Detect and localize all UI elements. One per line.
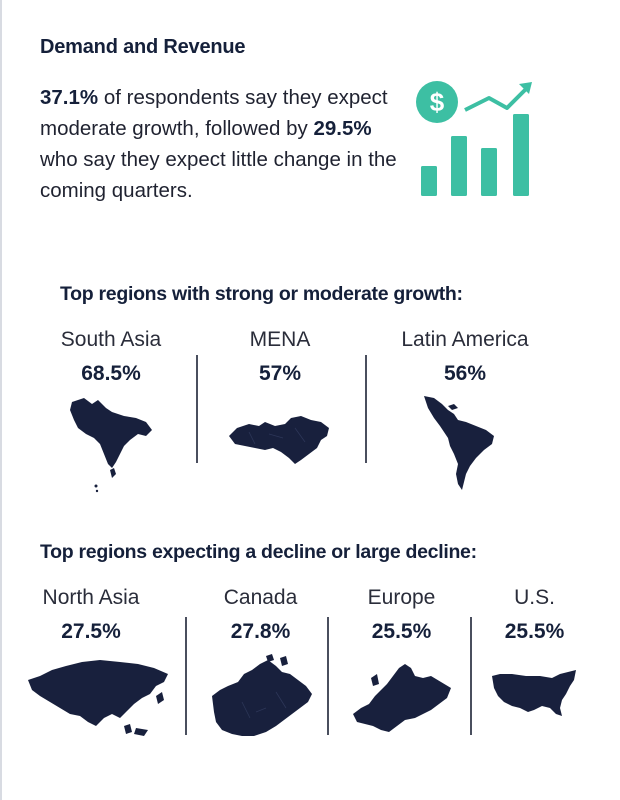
divider (470, 617, 472, 735)
region-pct: 56% (443, 362, 487, 385)
latin-america-map-icon (424, 396, 494, 490)
europe-map-icon (352, 664, 451, 732)
us-map-icon (491, 670, 576, 716)
intro-text-2: who say they expect little change in the… (40, 148, 397, 202)
region-name: U.S. (514, 586, 555, 609)
page-edge (0, 0, 2, 800)
region-latin-america: Latin America 56% (390, 328, 540, 492)
region-name: Europe (367, 586, 436, 609)
decline-regions-title: Top regions expecting a decline or large… (40, 541, 477, 563)
dollar-growth-chart-icon: $ (416, 81, 532, 196)
region-name: MENA (249, 328, 311, 351)
region-mena: MENA 57% (215, 328, 345, 470)
moderate-growth-pct: 37.1% (40, 86, 99, 109)
region-pct: 27.8% (230, 620, 291, 643)
region-canada: Canada 27.8% (198, 586, 323, 742)
little-change-pct: 29.5% (313, 117, 372, 140)
south-asia-map-icon (70, 398, 152, 493)
region-pct: 57% (258, 362, 302, 385)
region-north-asia: North Asia 27.5% (26, 586, 168, 742)
region-europe: Europe 25.5% (344, 586, 459, 738)
intro-paragraph: 37.1% of respondents say they expect mod… (40, 82, 410, 206)
divider (196, 355, 198, 463)
north-asia-map-icon (28, 660, 168, 736)
region-us: U.S. 25.5% (482, 586, 587, 722)
svg-text:$: $ (430, 87, 445, 117)
growth-regions-title: Top regions with strong or moderate grow… (60, 283, 463, 305)
region-name: Latin America (401, 328, 529, 351)
region-pct: 25.5% (371, 620, 432, 643)
divider (327, 617, 329, 735)
region-south-asia: South Asia 68.5% (46, 328, 176, 494)
mena-map-icon (229, 416, 329, 464)
region-pct: 25.5% (504, 620, 565, 643)
region-name: North Asia (42, 586, 140, 609)
region-name: South Asia (60, 328, 162, 351)
canada-map-icon (211, 654, 312, 736)
region-name: Canada (223, 586, 298, 609)
divider (185, 617, 187, 735)
divider (365, 355, 367, 463)
region-pct: 27.5% (61, 620, 121, 643)
section-title: Demand and Revenue (40, 36, 246, 58)
intro-text-1: of respondents say they expect moderate … (40, 86, 388, 140)
region-pct: 68.5% (81, 362, 141, 385)
